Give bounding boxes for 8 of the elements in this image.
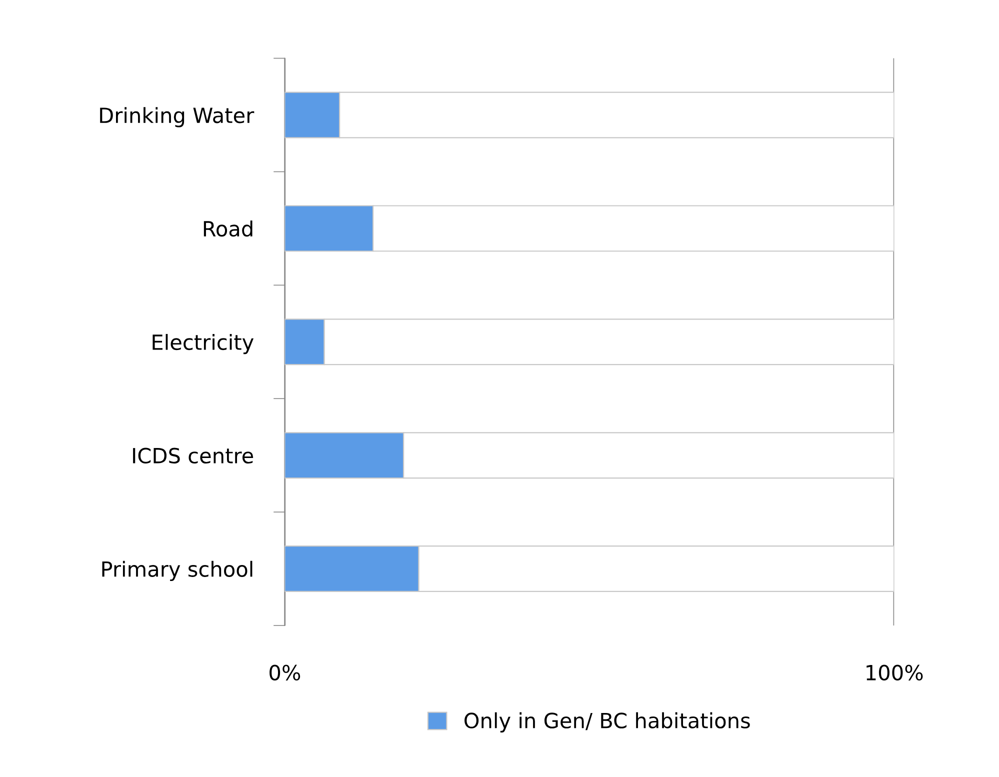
x-tick-label: 0% — [270, 664, 300, 680]
y-tick-label: Primary school — [102, 560, 252, 582]
y-tick-label: Road — [204, 220, 252, 237]
y-tick-label: ICDS centre — [133, 448, 254, 464]
x-tick-label: 100% — [866, 664, 923, 680]
y-tick-label: Electricity — [152, 334, 254, 354]
legend-label: Only in Gen/ BC habitations — [464, 712, 750, 732]
y-tick-label: Drinking Water — [100, 107, 254, 128]
